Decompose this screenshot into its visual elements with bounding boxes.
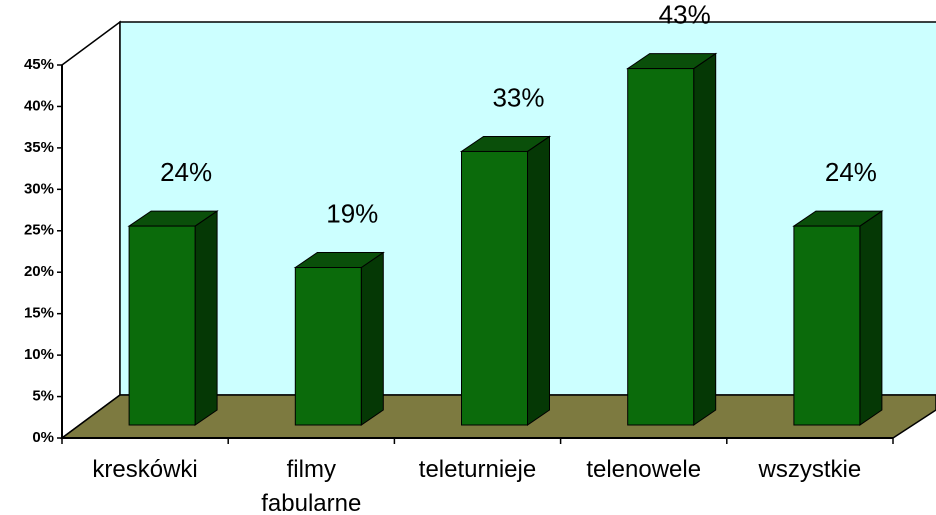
bar	[793, 225, 861, 426]
bar	[128, 225, 196, 426]
y-tick-label: 25%	[24, 222, 54, 239]
y-tick-label: 35%	[24, 139, 54, 156]
value-label: 24%	[825, 157, 877, 187]
value-label: 33%	[492, 82, 544, 112]
bar-side	[194, 210, 218, 426]
y-tick-label: 5%	[32, 388, 54, 405]
y-tick-label: 0%	[32, 429, 54, 446]
bar-side	[859, 210, 883, 426]
y-tick-label: 20%	[24, 263, 54, 280]
y-tick-label: 40%	[24, 97, 54, 114]
bar-side	[527, 135, 550, 426]
bar-side	[360, 251, 384, 426]
x-tick-label: telenowele	[586, 456, 702, 483]
x-tick-label: wszystkie	[758, 456, 862, 483]
value-label: 24%	[160, 157, 212, 187]
side-wall	[61, 20, 121, 440]
bar	[294, 267, 362, 426]
x-tick-label: filmy fabularne	[261, 456, 362, 515]
value-label: 43%	[659, 0, 711, 29]
y-tick-label: 30%	[24, 180, 54, 197]
y-tick-label: 15%	[24, 305, 54, 322]
bar-side	[693, 52, 717, 426]
value-label: 19%	[326, 198, 378, 228]
bar	[461, 150, 528, 426]
y-tick-label: 45%	[24, 56, 54, 73]
x-tick-label: kreskówki	[92, 456, 198, 483]
bar	[627, 68, 695, 426]
y-tick-label: 10%	[24, 346, 54, 363]
x-tick-label: teleturnieje	[418, 456, 537, 483]
